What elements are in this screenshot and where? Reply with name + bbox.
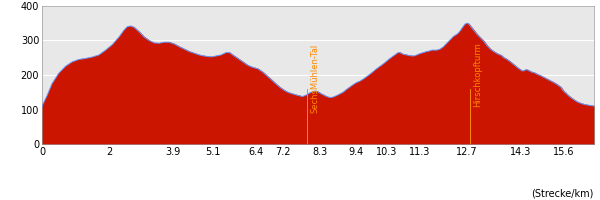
Text: SechsMühlen-Tal: SechsMühlen-Tal xyxy=(311,44,320,113)
Text: Hirschkopfturm: Hirschkopfturm xyxy=(473,43,482,107)
Text: (Strecke/km): (Strecke/km) xyxy=(532,188,594,198)
